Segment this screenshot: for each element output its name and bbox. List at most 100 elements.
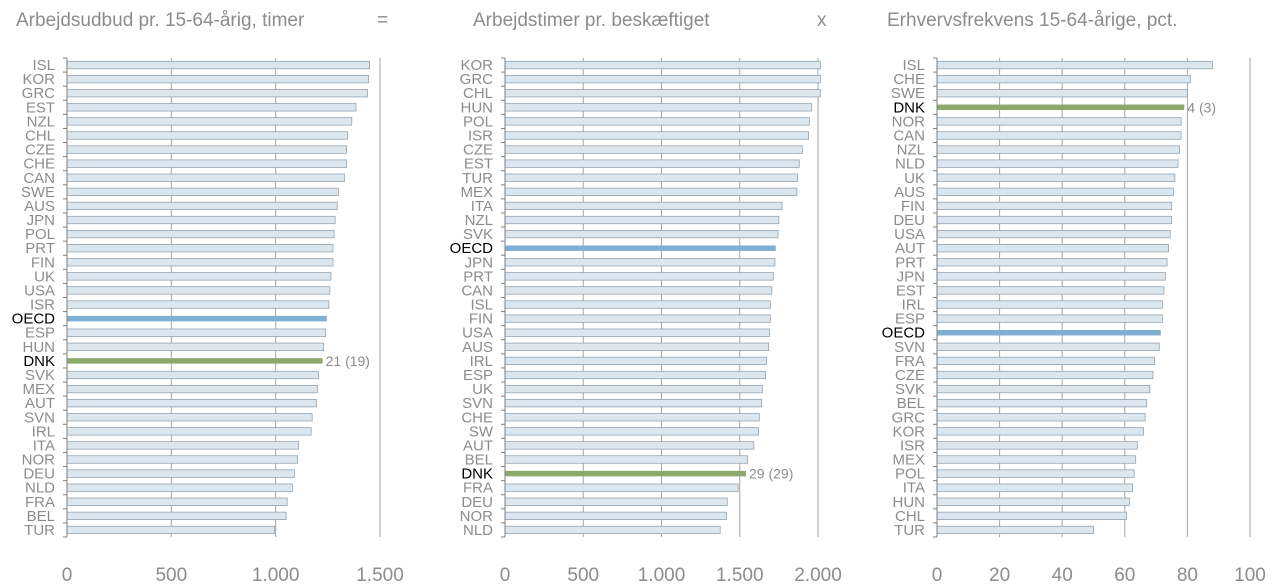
category-label-uk: UK [472, 381, 493, 398]
category-label-fra: FRA [25, 494, 55, 511]
bar-grc [66, 89, 368, 98]
bar-aus [66, 201, 338, 211]
category-label-dnk: DNK [461, 466, 493, 483]
bar-svk [936, 384, 1151, 394]
bar-bel [504, 455, 748, 464]
category-label-bel: BEL [465, 452, 493, 469]
bar-tur [504, 173, 799, 182]
category-label-swe: SWE [21, 184, 55, 201]
bar-jpn [936, 272, 1166, 281]
panel-title-2: Arbejdstimer pr. beskæftiget [473, 10, 710, 31]
category-label-aut: AUT [25, 395, 55, 412]
rank-annotation: 4 (3) [1187, 99, 1216, 115]
category-label-grc: GRC [22, 85, 56, 102]
x-tick-label-3-0: 0 [932, 565, 943, 584]
bar-esp [936, 314, 1163, 323]
bar-prt [66, 244, 334, 253]
category-label-cze: CZE [463, 142, 493, 159]
bar-dnk [67, 358, 323, 364]
category-label-deu: DEU [893, 212, 925, 229]
bar-tur [66, 525, 275, 535]
category-label-aus: AUS [894, 184, 925, 201]
category-label-est: EST [464, 156, 493, 173]
bar-ita [66, 441, 299, 450]
category-label-nor: NOR [460, 508, 494, 525]
bar-nzl [936, 145, 1180, 154]
x-tick-label-2-0: 0 [500, 565, 511, 584]
bar-prt [504, 272, 774, 281]
bar-che [504, 413, 760, 422]
x-tick-label-1-2: 1.000 [252, 565, 300, 584]
bar-kor [504, 60, 821, 70]
bar-kor [66, 75, 369, 84]
category-label-jpn: JPN [27, 212, 55, 229]
bar-svn [504, 399, 763, 408]
bar-uk [504, 384, 763, 394]
category-label-est: EST [26, 99, 55, 116]
bar-can [66, 173, 345, 182]
bar-sw [504, 427, 759, 436]
category-label-oecd: OECD [12, 311, 56, 328]
category-label-prt: PRT [895, 254, 925, 271]
bar-isl [504, 300, 771, 309]
bar-chl [504, 89, 821, 98]
rank-annotation: 29 (29) [749, 466, 793, 482]
bar-aut [504, 441, 755, 450]
category-label-nzl: NZL [465, 212, 493, 229]
category-label-isr: ISR [900, 437, 925, 454]
bar-usa [504, 328, 770, 337]
category-label-kor: KOR [460, 57, 493, 74]
category-label-mex: MEX [22, 381, 55, 398]
category-label-fra: FRA [895, 353, 925, 370]
bar-isr [504, 131, 809, 140]
bar-can [936, 131, 1182, 140]
bar-aut [936, 244, 1169, 253]
x-tick-label-1-0: 0 [62, 565, 73, 584]
category-label-tur: TUR [462, 170, 493, 187]
category-label-irl: IRL [470, 353, 493, 370]
category-label-irl: IRL [32, 423, 55, 440]
bar-pol [936, 469, 1135, 478]
category-label-chl: CHL [895, 508, 925, 525]
category-label-nld: NLD [25, 480, 55, 497]
operator-equals: = [377, 10, 389, 31]
x-tick-label-3-1: 20 [989, 565, 1010, 584]
category-label-fin: FIN [901, 198, 925, 215]
category-label-dnk: DNK [23, 353, 55, 370]
category-label-che: CHE [893, 71, 925, 88]
category-label-sw: SW [469, 423, 494, 440]
category-label-svk: SVK [895, 381, 925, 398]
category-label-kor: KOR [892, 423, 925, 440]
category-label-isr: ISR [30, 297, 55, 314]
category-label-pol: POL [463, 113, 493, 130]
category-label-svk: SVK [25, 367, 55, 384]
bar-svk [504, 230, 779, 239]
operator-times: x [817, 10, 827, 31]
bar-est [504, 159, 800, 168]
category-label-isl: ISL [470, 297, 493, 314]
category-label-svn: SVN [24, 409, 55, 426]
category-label-fin: FIN [31, 254, 55, 271]
bar-kor [936, 427, 1144, 436]
category-label-swe: SWE [891, 85, 925, 102]
x-tick-label-1-3: 1.500 [356, 565, 404, 584]
category-label-bel: BEL [897, 395, 925, 412]
category-label-hun: HUN [893, 494, 926, 511]
bar-deu [936, 215, 1173, 225]
bar-fin [936, 201, 1173, 211]
bar-chl [66, 131, 349, 140]
category-label-fin: FIN [469, 311, 493, 328]
category-label-deu: DEU [23, 466, 55, 483]
bar-isl [66, 60, 370, 70]
bar-uk [66, 272, 332, 281]
bar-pol [504, 117, 810, 126]
category-label-jpn: JPN [897, 268, 925, 285]
x-tick-label-2-4: 2.000 [794, 565, 842, 584]
category-label-svn: SVN [462, 395, 493, 412]
bar-isl [936, 60, 1213, 70]
category-label-fra: FRA [463, 480, 493, 497]
x-tick-label-2-1: 500 [567, 565, 599, 584]
bar-deu [504, 497, 728, 506]
bar-can [504, 286, 773, 295]
